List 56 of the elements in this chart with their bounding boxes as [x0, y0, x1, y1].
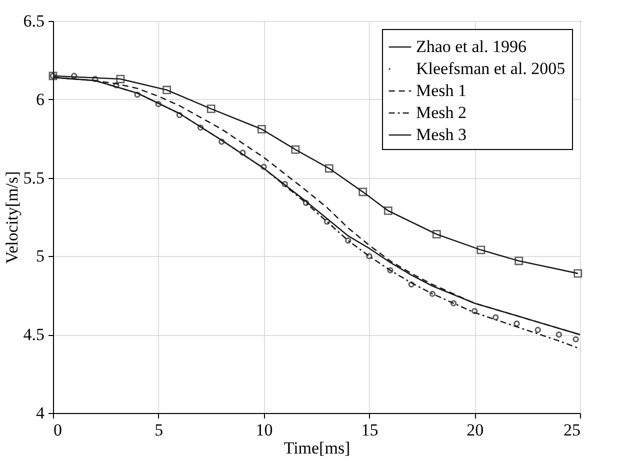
y-tick-label: 5.5	[23, 168, 44, 188]
point	[534, 326, 541, 333]
y-tick-label: 6.5	[23, 12, 44, 30]
point	[70, 72, 78, 79]
point	[387, 267, 394, 274]
y-tick-label: 4.5	[23, 325, 44, 344]
point	[134, 92, 140, 98]
y-tick-label: 5	[36, 246, 44, 266]
legend-label: Mesh 3	[416, 125, 467, 144]
point	[260, 164, 267, 170]
x-tick-label: 5	[154, 420, 164, 440]
point	[324, 218, 330, 225]
point	[384, 206, 392, 215]
point	[240, 150, 246, 156]
point	[291, 145, 300, 154]
x-tick-label: 20	[466, 420, 484, 440]
legend-label: Mesh 1	[416, 81, 467, 100]
point	[345, 237, 352, 244]
point	[258, 125, 266, 134]
point	[408, 281, 414, 288]
point	[556, 332, 562, 338]
point	[116, 74, 125, 84]
x-tick-label: 0	[54, 420, 62, 440]
legend-label: Mesh 2	[416, 103, 467, 122]
point	[324, 164, 334, 173]
point	[113, 82, 120, 88]
point	[429, 290, 436, 297]
point	[472, 308, 478, 314]
point	[514, 320, 520, 327]
legend-label: Zhao et al. 1996	[416, 37, 526, 56]
x-axis-title: Time[ms]	[284, 438, 350, 458]
x-tick-label: 10	[256, 420, 273, 440]
x-tick-label: 15	[361, 420, 378, 440]
point	[432, 230, 441, 238]
point	[358, 188, 368, 196]
y-tick-label: 6	[36, 90, 44, 109]
point	[218, 138, 225, 145]
point	[162, 86, 172, 94]
point	[282, 180, 288, 188]
point	[492, 314, 499, 320]
point	[176, 112, 183, 118]
point	[450, 300, 457, 306]
point	[197, 124, 204, 131]
point	[572, 336, 579, 342]
point	[155, 101, 162, 108]
point	[574, 269, 582, 278]
x-tick-label: 25	[564, 420, 580, 440]
legend-label: Kleefsman et al. 2005	[416, 59, 566, 78]
point	[206, 104, 216, 113]
point	[476, 246, 486, 254]
y-tick-label: 4	[36, 404, 45, 422]
point	[92, 76, 98, 82]
y-axis-title: Velocity[m/s]	[2, 171, 22, 264]
point	[302, 200, 310, 206]
point	[366, 253, 372, 260]
point	[514, 256, 524, 266]
